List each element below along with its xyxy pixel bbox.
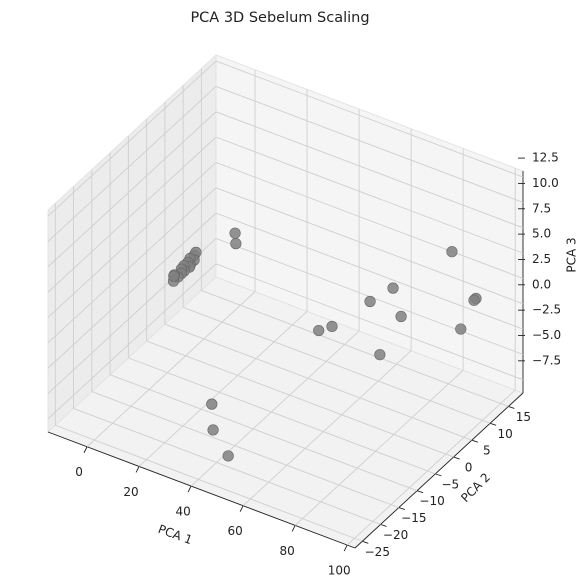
grid-line [164,323,473,441]
z-tick-label: −7.5 [532,353,561,367]
grid-line [215,162,524,279]
point [374,349,386,361]
point [446,246,458,258]
grid-line [215,187,524,305]
chart-title: PCA 3D Sebelum Scaling [190,10,369,26]
x-axis-line [47,431,356,549]
tick-mark [291,525,296,532]
grid-line [47,60,217,217]
z-tick-label: −2.5 [532,303,561,317]
z-tick-label: 2.5 [532,252,551,266]
x-tick-label: 80 [280,544,295,558]
grid-line [47,136,217,293]
tick-mark [362,540,369,544]
x-tick-label: 60 [227,524,242,538]
point [364,295,376,308]
y-tick-label: 10 [497,427,512,441]
tick-mark [398,507,405,510]
point [168,270,180,282]
point [229,227,241,239]
grid-line [47,86,217,242]
tick-mark [489,422,497,426]
y-tick-label: 5 [483,444,491,458]
x-axis-label: PCA 1 [156,522,194,547]
grid-line [190,330,360,487]
y-tick-label: 15 [516,410,531,424]
grid-line [47,263,217,420]
point [455,323,467,335]
point [206,398,218,410]
grid-line [201,290,509,407]
tick-mark [239,505,244,512]
grid-line [138,311,308,467]
grid-line [294,370,464,526]
grid-line [47,111,217,268]
x-tick-label: 0 [75,465,83,479]
tick-mark [380,523,387,527]
grid-line [55,424,363,542]
tick-mark [508,406,515,409]
grid-line [215,86,524,203]
tick-mark [83,446,88,453]
y-tick-label: −20 [383,528,408,542]
y-axis-line [354,392,524,549]
y-tick-label: −15 [401,511,426,525]
grid-line [91,391,399,508]
grid-line [215,111,524,229]
tick-mark [343,544,348,552]
grid-line [215,136,524,254]
z-tick-label: 12.5 [532,151,559,165]
grid-line [215,212,524,330]
tick-mark [471,439,479,443]
grid-line [215,263,524,381]
point [468,294,480,306]
y-axis-label: PCA 2 [458,470,493,505]
point [207,424,219,436]
grid-line [47,187,217,344]
grid-line [182,306,491,424]
grid-line [73,407,381,525]
tick-mark [453,456,460,460]
point [222,450,234,462]
grid-line [242,350,412,507]
point [387,282,399,294]
grid-line [86,291,256,448]
grid-line [47,212,217,369]
point [313,324,325,337]
z-tick-label: 7.5 [532,201,551,215]
z-tick-label: 0.0 [532,277,551,291]
point [326,320,338,333]
grid-line [146,340,454,458]
grid-line [346,389,516,546]
tick-mark [135,466,140,473]
y-tick-label: −5 [441,477,459,491]
grid-line [47,162,217,318]
y-tick-label: −25 [365,545,390,559]
z-axis-label: PCA 3 [565,237,576,272]
z-tick-label: 5.0 [532,227,551,241]
point [395,310,407,323]
y-tick-label: −10 [419,494,444,508]
x-tick-label: 100 [328,564,351,578]
z-tick-label: −5.0 [532,328,561,342]
point [230,238,242,250]
y-tick-label: 0 [465,461,473,475]
x-tick-label: 20 [123,485,138,499]
tick-mark [187,485,192,493]
grid-line [109,374,418,492]
tick-mark [435,473,442,477]
z-tick-label: 10.0 [532,176,559,190]
x-tick-label: 40 [175,505,190,519]
tick-mark [416,490,424,494]
grid-line [215,60,524,178]
grid-line [128,357,436,475]
